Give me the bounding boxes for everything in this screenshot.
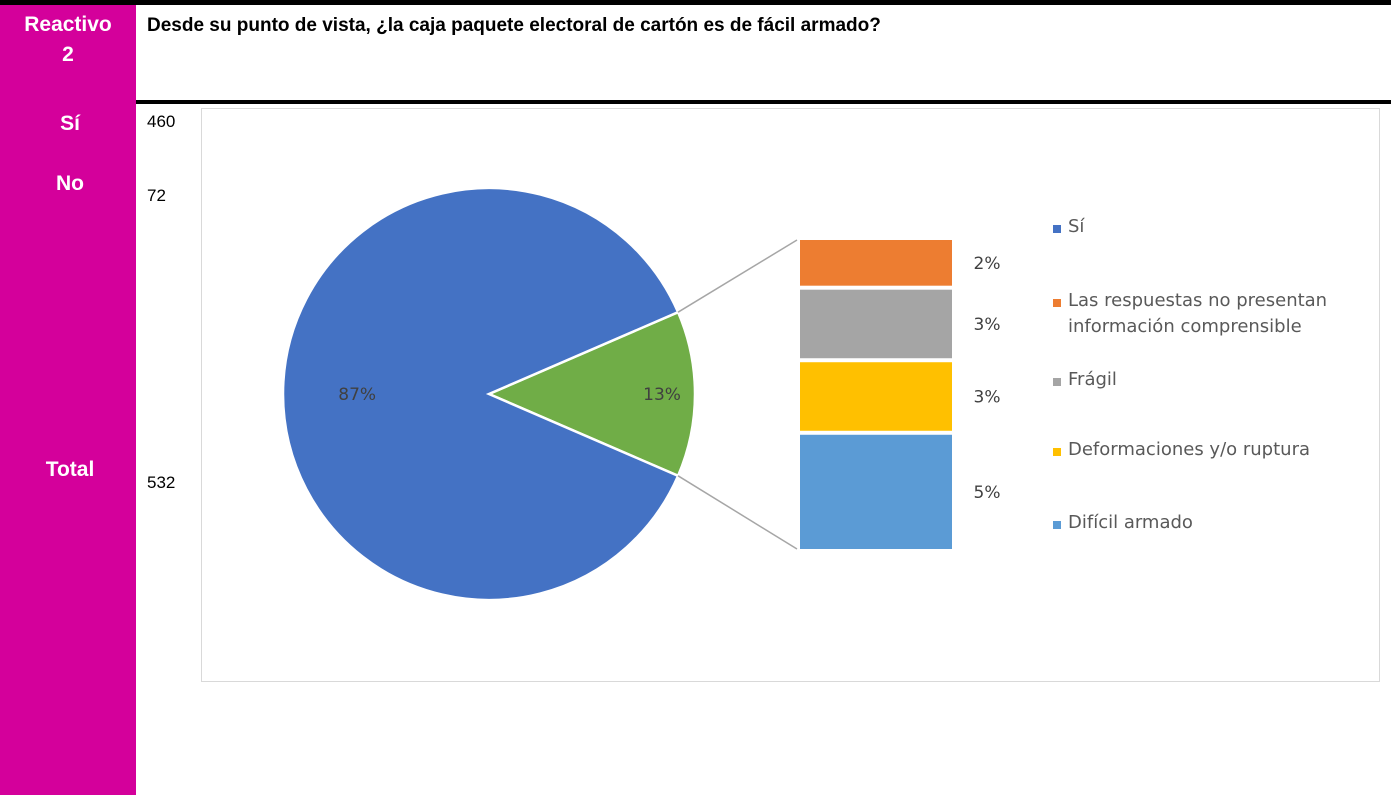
legend-label-line: Las respuestas no presentan bbox=[1068, 290, 1328, 311]
legend-label-line: información comprensible bbox=[1068, 316, 1302, 337]
bar-label-deformaciones-y-o-ruptura: 3% bbox=[974, 388, 1001, 408]
total-count: 532 bbox=[147, 473, 176, 492]
si-row-label: Sí bbox=[60, 112, 80, 135]
legend-label-line: Difícil armado bbox=[1068, 512, 1193, 533]
bar-label-las-respuestas-no-presentan-informacion-comprensible: 2% bbox=[974, 254, 1001, 274]
bar-segment-las-respuestas-no-presentan-informacion-comprensible bbox=[800, 240, 952, 286]
legend-item-deformaciones-y-o-ruptura: Deformaciones y/o ruptura bbox=[1053, 439, 1310, 463]
bar-label-dificil-armado: 5% bbox=[974, 483, 1001, 503]
legend-swatch bbox=[1053, 378, 1061, 386]
legend-label-line: Sí bbox=[1068, 216, 1085, 237]
legend-label: Sí bbox=[1068, 214, 1084, 240]
no-row-label: No bbox=[56, 172, 84, 195]
label-column bbox=[0, 5, 136, 795]
bar-segment-deformaciones-y-o-ruptura bbox=[800, 362, 952, 431]
legend-item-dificil-armado: Difícil armado bbox=[1053, 512, 1193, 536]
legend-swatch bbox=[1053, 448, 1061, 456]
legend-swatch bbox=[1053, 299, 1061, 307]
no-count: 72 bbox=[147, 186, 166, 205]
si-count: 460 bbox=[147, 112, 176, 131]
pie-slice-si bbox=[281, 186, 680, 602]
header-divider bbox=[136, 100, 1391, 104]
legend-item-si: Sí bbox=[1053, 216, 1084, 240]
pie-label-no: 13% bbox=[643, 385, 681, 405]
legend-item-fragil: Frágil bbox=[1053, 369, 1117, 393]
question-text: Desde su punto de vista, ¿la caja paquet… bbox=[147, 15, 881, 36]
connector-line-bottom bbox=[677, 475, 798, 550]
bar-segment-fragil bbox=[800, 289, 952, 359]
legend-swatch bbox=[1053, 521, 1061, 529]
bar-label-fragil: 3% bbox=[974, 315, 1001, 335]
legend-item-las-respuestas-no-presentan-informacion-comprensible: Las respuestas no presentan información c… bbox=[1053, 290, 1327, 340]
bar-segment-dificil-armado bbox=[800, 434, 952, 549]
reactivo-line-1: Reactivo bbox=[24, 13, 112, 36]
legend-label-line: Frágil bbox=[1068, 369, 1117, 390]
pie-slice-no bbox=[485, 310, 697, 478]
legend-label: Deformaciones y/o ruptura bbox=[1068, 437, 1310, 463]
chart-frame bbox=[201, 108, 1380, 682]
top-rule bbox=[0, 0, 1391, 5]
legend-swatch bbox=[1053, 225, 1061, 233]
total-row-label: Total bbox=[45, 458, 95, 481]
reactivo-label: Reactivo 2 bbox=[0, 10, 136, 70]
pie-label-si: 87% bbox=[338, 385, 376, 405]
reactivo-line-2: 2 bbox=[62, 43, 74, 66]
legend-label: Difícil armado bbox=[1068, 510, 1193, 536]
legend-label: Las respuestas no presentan información c… bbox=[1068, 288, 1327, 340]
legend-label-line: Deformaciones y/o ruptura bbox=[1068, 439, 1311, 460]
legend-label: Frágil bbox=[1068, 367, 1117, 393]
connector-line-top bbox=[677, 239, 798, 313]
